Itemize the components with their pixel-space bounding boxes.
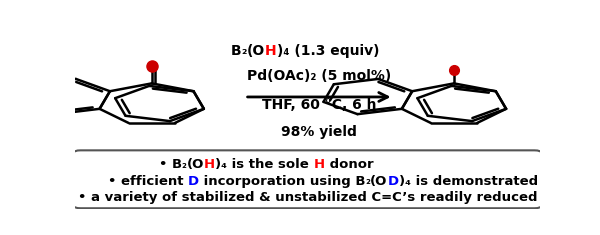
Text: B: B	[231, 44, 241, 58]
Text: )₄ is demonstrated: )₄ is demonstrated	[398, 175, 538, 188]
Text: D: D	[388, 175, 398, 188]
Text: )₄ is the sole: )₄ is the sole	[215, 158, 314, 171]
Text: • efficient: • efficient	[107, 175, 188, 188]
Text: )₄ (1.3 equiv): )₄ (1.3 equiv)	[277, 44, 379, 58]
Text: THF, 60 °C, 6 h: THF, 60 °C, 6 h	[262, 98, 376, 112]
Text: (O: (O	[187, 158, 204, 171]
Text: (O: (O	[370, 175, 388, 188]
Text: • B: • B	[158, 158, 182, 171]
Text: (O: (O	[247, 44, 265, 58]
Text: H: H	[314, 158, 325, 171]
Text: H: H	[265, 44, 277, 58]
Text: donor: donor	[325, 158, 373, 171]
Text: incorporation using B: incorporation using B	[199, 175, 365, 188]
Text: Pd(OAc)₂ (5 mol%): Pd(OAc)₂ (5 mol%)	[247, 69, 391, 83]
Text: 98% yield: 98% yield	[281, 125, 357, 139]
Text: D: D	[188, 175, 199, 188]
FancyBboxPatch shape	[74, 150, 541, 208]
Text: • a variety of stabilized & unstabilized C=C’s readily reduced: • a variety of stabilized & unstabilized…	[78, 191, 537, 204]
Text: ₂: ₂	[365, 176, 370, 186]
Text: ₂: ₂	[241, 44, 247, 57]
Text: H: H	[204, 158, 215, 171]
Text: ₂: ₂	[182, 160, 187, 170]
